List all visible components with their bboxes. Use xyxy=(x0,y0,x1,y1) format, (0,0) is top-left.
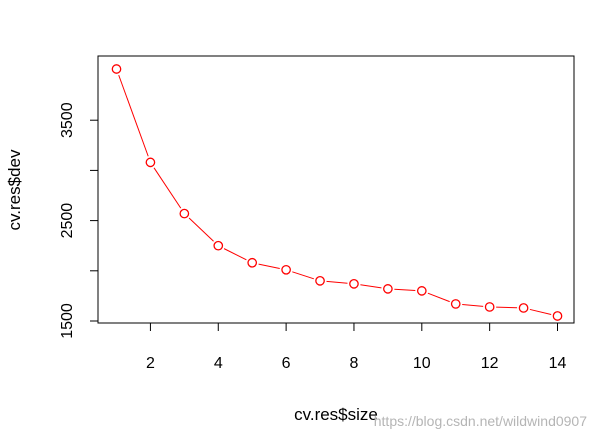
series-segment xyxy=(427,292,450,303)
series-segment xyxy=(223,248,247,261)
series-segment xyxy=(394,288,416,291)
series-segment xyxy=(188,217,214,242)
data-point xyxy=(349,279,359,289)
series-segment xyxy=(292,271,315,280)
series-layer xyxy=(111,64,563,321)
series-segment xyxy=(326,280,348,284)
data-point xyxy=(484,302,495,312)
y-tick-label: 1500 xyxy=(59,303,76,339)
series-segment xyxy=(529,308,552,315)
data-point xyxy=(281,264,291,275)
x-tick-label: 4 xyxy=(214,355,223,372)
x-tick-label: 6 xyxy=(282,355,291,372)
x-tick-label: 8 xyxy=(350,355,359,372)
data-point xyxy=(179,208,190,219)
x-tick-label: 12 xyxy=(481,355,499,372)
data-point xyxy=(145,157,156,168)
watermark: https://blog.csdn.net/wildwind0907 xyxy=(374,413,587,429)
y-axis: 1500 2500 3500 xyxy=(59,102,99,339)
series-segment xyxy=(360,284,382,289)
data-point xyxy=(111,64,122,74)
y-axis-title: cv.res$dev xyxy=(5,149,24,230)
x-tick-label: 2 xyxy=(146,355,155,372)
series-segment xyxy=(258,263,280,269)
x-tick-label: 10 xyxy=(413,355,431,372)
y-tick-label: 3500 xyxy=(59,102,76,138)
x-axis: 2 4 6 8 10 12 14 xyxy=(146,322,567,372)
data-point xyxy=(383,284,393,294)
series-segment xyxy=(118,74,149,157)
data-point xyxy=(416,286,427,296)
y-tick-label: 2500 xyxy=(59,203,76,239)
series-segment xyxy=(153,167,182,209)
x-axis-title: cv.res$size xyxy=(294,405,378,424)
data-point xyxy=(247,257,258,268)
series-segment xyxy=(496,306,518,309)
data-point xyxy=(552,311,563,321)
x-tick-label: 14 xyxy=(549,355,567,372)
data-point xyxy=(213,240,224,251)
data-point xyxy=(315,275,325,286)
data-point xyxy=(518,303,529,313)
series-segment xyxy=(462,304,484,307)
data-point xyxy=(450,299,461,309)
